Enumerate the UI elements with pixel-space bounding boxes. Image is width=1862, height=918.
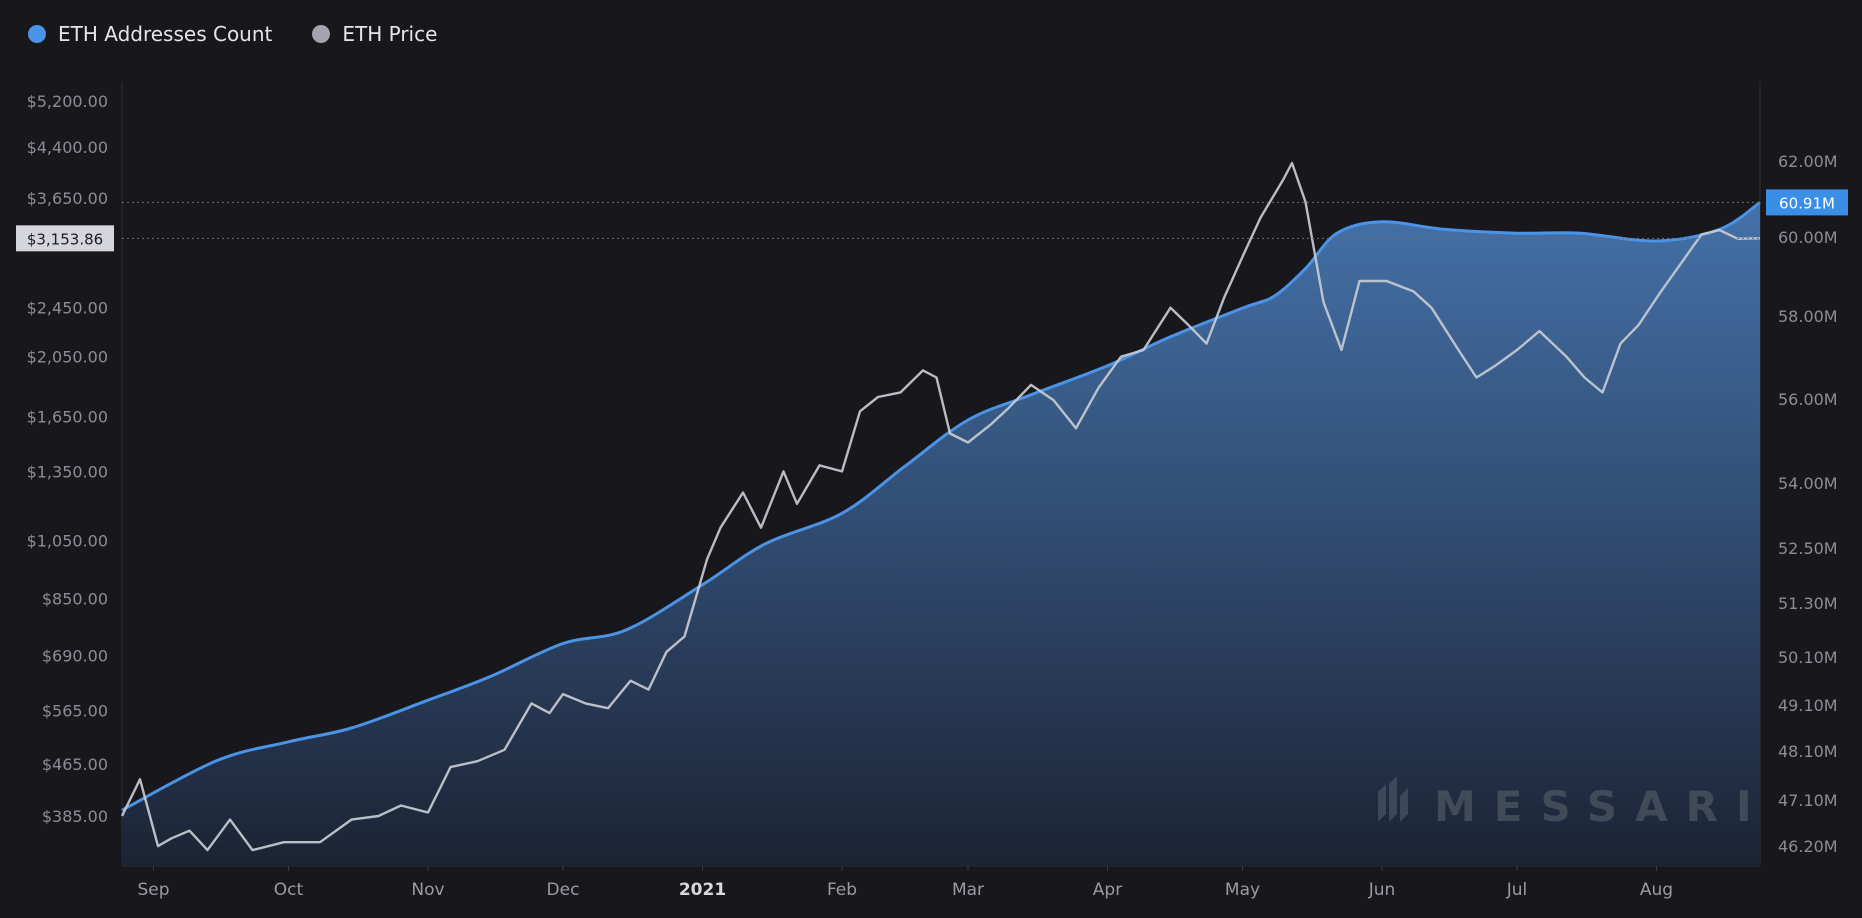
current-price-label: $3,153.86 [27, 230, 103, 248]
legend-item-addresses[interactable]: ETH Addresses Count [28, 22, 272, 46]
y-left-tick-label: $2,050.00 [27, 348, 108, 367]
y-left-tick-label: $565.00 [42, 702, 108, 721]
current-addresses-label: 60.91M [1779, 194, 1835, 212]
x-tick-label: Aug [1640, 880, 1673, 900]
y-right-tick-label: 48.10M [1778, 742, 1838, 761]
x-tick-label: 2021 [679, 880, 726, 900]
y-left-tick-label: $1,050.00 [27, 531, 108, 550]
y-left-tick-label: $4,400.00 [27, 138, 108, 157]
y-right-tick-label: 60.00M [1778, 228, 1838, 247]
y-left-tick-label: $2,450.00 [27, 299, 108, 318]
y-right-tick-label: 62.00M [1778, 152, 1838, 171]
messari-logo-icon [1378, 776, 1408, 822]
legend-label-addresses: ETH Addresses Count [58, 22, 273, 46]
legend-item-price[interactable]: ETH Price [312, 22, 437, 46]
addresses-line [121, 201, 1761, 812]
x-tick-label: Sep [137, 880, 169, 900]
price-line [120, 161, 1761, 852]
y-right-tick-label: 47.10M [1778, 791, 1838, 810]
y-right-tick-label: 51.30M [1778, 594, 1838, 613]
legend-swatch-addresses [28, 25, 46, 43]
lines-layer [120, 161, 1761, 852]
y-right-tick-label: 46.20M [1778, 837, 1838, 856]
x-tick-label: Nov [411, 880, 444, 900]
y-right-tick-label: 52.50M [1778, 539, 1838, 558]
y-right-tick-label: 58.00M [1778, 307, 1838, 326]
x-tick-label: Jul [1506, 880, 1528, 900]
x-tick-label: Jun [1368, 880, 1396, 900]
x-tick-label: Mar [952, 880, 984, 900]
legend-swatch-price [312, 25, 331, 43]
current-price-badge [16, 225, 114, 252]
x-tick-label: Apr [1093, 880, 1122, 900]
y-right-tick-label: 50.10M [1778, 648, 1838, 667]
area-layer [122, 202, 1760, 866]
y-left-tick-label: $1,650.00 [27, 407, 108, 426]
legend: ETH Addresses Count ETH Price [28, 22, 437, 46]
x-tick-label: Dec [547, 880, 580, 900]
y-left-tick-label: $385.00 [42, 807, 108, 826]
y-left-tick-label: $5,200.00 [27, 92, 108, 111]
y-right-tick-label: 49.10M [1778, 696, 1838, 715]
y-right-tick-label: 54.00M [1778, 474, 1838, 493]
current-addresses-badge [1766, 189, 1848, 216]
y-left-tick-label: $850.00 [42, 589, 108, 608]
y-left-tick-label: $465.00 [42, 755, 108, 774]
watermark-text: MESSARI [1434, 782, 1770, 831]
y-left-tick-label: $690.00 [42, 647, 108, 666]
x-tick-label: May [1225, 880, 1260, 900]
x-tick-label: Feb [827, 880, 857, 900]
x-tick-label: Oct [274, 880, 304, 900]
addresses-area [122, 202, 1760, 866]
watermark: MESSARI [1378, 776, 1770, 831]
badges-layer: $3,153.86 60.91M [16, 189, 1848, 252]
legend-label-price: ETH Price [342, 22, 438, 46]
y-right-tick-label: 56.00M [1778, 390, 1838, 409]
y-left-tick-label: $1,350.00 [27, 462, 108, 481]
y-left-tick-label: $3,650.00 [27, 189, 108, 208]
